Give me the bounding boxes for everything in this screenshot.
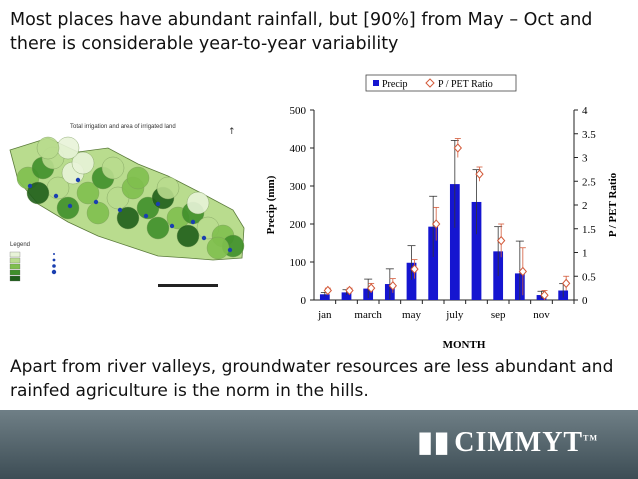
legend-ratio-label: P / PET Ratio (438, 79, 493, 90)
irrigation-map: Total irrigation and area of irrigated l… (8, 118, 248, 298)
chart-legend: Precip P / PET Ratio (365, 74, 517, 92)
ratio-point (453, 143, 462, 153)
y-tick-label-left: 500 (290, 105, 307, 117)
precip-chart: Precip P / PET Ratio 0 100 200 300 400 500 0 0… (265, 74, 619, 351)
map-district (86, 201, 110, 225)
irrigation-dot (67, 203, 73, 209)
irrigation-dot (27, 183, 33, 189)
map-legend-swatch (9, 263, 21, 270)
map-legend-dot (52, 258, 56, 262)
map-legend-dot (53, 253, 55, 255)
cimmyt-logo: ▮▮ CIMMYTTM (417, 425, 598, 459)
irrigation-dot (53, 193, 59, 199)
map-district (186, 191, 210, 215)
footer-bar (0, 410, 638, 479)
map-title: Total irrigation and area of irrigated l… (70, 124, 176, 130)
ratio-point (410, 264, 419, 274)
y-tick-label-right: 4 (582, 105, 588, 117)
x-tick-label: sep (491, 309, 506, 321)
map-legend-swatch (9, 269, 21, 276)
map-legend-title: Legend (10, 242, 30, 248)
x-tick-label: jan (317, 309, 332, 321)
map-district (71, 151, 95, 175)
irrigation-dot (201, 235, 207, 241)
ratio-point (518, 266, 527, 277)
logo-text: CIMMYT (454, 427, 584, 458)
irrigation-dot (169, 223, 175, 229)
legend-precip-swatch (373, 80, 379, 86)
x-tick-label: march (354, 309, 382, 321)
y-tick-label-right: 3.5 (582, 129, 596, 141)
ratio-point (562, 278, 571, 289)
ratio-point (323, 285, 332, 296)
ratio-point (345, 285, 354, 296)
irrigation-dot (93, 199, 99, 205)
y-tick-label-right: 0.5 (582, 271, 596, 283)
irrigation-dot (143, 213, 149, 219)
y-tick-label-left: 0 (301, 295, 307, 307)
y-tick-label-right: 0 (582, 295, 588, 307)
precip-bar (406, 262, 417, 300)
y-tick-label-left: 200 (290, 219, 307, 231)
map-district (56, 196, 80, 220)
ratio-point (497, 235, 506, 246)
ratio-point (432, 219, 441, 229)
ratio-point (388, 280, 397, 291)
map-legend-dot (51, 269, 57, 275)
x-axis-label: MONTH (443, 339, 486, 351)
map-district (76, 181, 100, 205)
logo-bars-icon: ▮▮ (417, 427, 451, 458)
precip-bar (428, 226, 439, 300)
map-district (206, 236, 230, 260)
y-tick-label-left: 400 (290, 143, 307, 155)
x-tick-label: july (445, 309, 464, 321)
y-tick-label-right: 2 (582, 200, 588, 212)
nepal-map-graphic: ↑ Legend (9, 127, 245, 287)
irrigation-dot (155, 201, 161, 207)
x-tick-label: nov (533, 309, 550, 321)
irrigation-dot (75, 177, 81, 183)
north-arrow-icon: ↑ (228, 127, 236, 137)
ratio-point (475, 169, 484, 179)
irrigation-dot (190, 219, 196, 225)
map-district (101, 156, 125, 180)
y-tick-label-right: 2.5 (582, 176, 596, 188)
legend-ratio-swatch (425, 78, 435, 88)
map-district (146, 216, 170, 240)
precip-bar (341, 292, 352, 300)
map-district (116, 206, 140, 230)
map-legend-swatch (9, 275, 21, 282)
map-district (156, 176, 180, 200)
irrigation-dot (117, 207, 123, 213)
precip-bar (471, 201, 482, 300)
legend-precip-label: Precip (382, 79, 408, 90)
y-tick-label-right: 1.5 (582, 224, 596, 236)
irrigation-dot (227, 247, 233, 253)
precip-bar (449, 184, 460, 300)
map-district (56, 136, 80, 160)
precip-bar (319, 294, 330, 300)
ratio-point (540, 290, 549, 301)
map-legend-dot (52, 264, 56, 268)
y-axis-label-left: Precip (mm) (265, 175, 277, 234)
map-legend-swatch (9, 251, 21, 258)
map-district (176, 224, 200, 248)
slide-title: Most places have abundant rainfall, but … (10, 10, 593, 54)
x-tick-label: may (402, 309, 421, 321)
y-tick-label-left: 100 (290, 257, 307, 269)
scale-bar (158, 284, 218, 287)
map-district (26, 181, 50, 205)
slide-bottom-text: Apart from river valleys, groundwater re… (10, 357, 614, 401)
map-legend-swatch (9, 257, 21, 264)
y-axis-label-right: P / PET Ratio (607, 172, 619, 237)
map-district (36, 136, 60, 160)
ratio-point (367, 283, 376, 293)
y-tick-label-right: 3 (582, 153, 588, 165)
y-tick-label-right: 1 (582, 248, 588, 260)
y-tick-label-left: 300 (290, 181, 307, 193)
logo-trademark: TM (583, 433, 598, 443)
map-district (126, 166, 150, 190)
